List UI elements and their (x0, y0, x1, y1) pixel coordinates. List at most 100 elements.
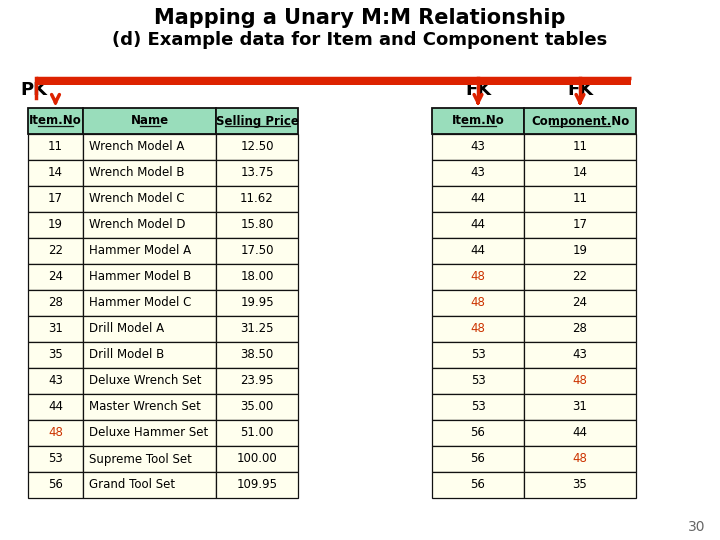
Bar (216, 212, 298, 238)
Bar (28, 108, 83, 134)
Bar (432, 186, 524, 212)
Text: FK: FK (567, 81, 593, 99)
Bar (36, 78, 631, 85)
Text: 44: 44 (470, 219, 485, 232)
Text: 53: 53 (48, 453, 63, 465)
Text: 24: 24 (48, 271, 63, 284)
Text: 109.95: 109.95 (236, 478, 277, 491)
Text: 13.75: 13.75 (240, 166, 274, 179)
Text: 18.00: 18.00 (240, 271, 274, 284)
Text: 31: 31 (572, 401, 588, 414)
Bar (83, 134, 216, 160)
Text: 100.00: 100.00 (237, 453, 277, 465)
Text: Supreme Tool Set: Supreme Tool Set (89, 453, 192, 465)
Text: (d) Example data for Item and Component tables: (d) Example data for Item and Component … (112, 31, 608, 49)
Text: 48: 48 (471, 296, 485, 309)
Bar (432, 290, 524, 316)
Text: 28: 28 (572, 322, 588, 335)
Text: 31.25: 31.25 (240, 322, 274, 335)
Bar (28, 420, 83, 446)
Text: Hammer Model A: Hammer Model A (89, 245, 191, 258)
Text: Item.No: Item.No (451, 114, 505, 127)
Bar (524, 186, 636, 212)
Text: 44: 44 (48, 401, 63, 414)
Text: FK: FK (465, 81, 491, 99)
Text: 56: 56 (471, 453, 485, 465)
Text: 30: 30 (688, 520, 705, 534)
Text: Name: Name (130, 114, 168, 127)
Text: 14: 14 (48, 166, 63, 179)
Text: Wrench Model A: Wrench Model A (89, 140, 184, 153)
Bar (432, 316, 524, 342)
Bar (524, 290, 636, 316)
Text: 22: 22 (48, 245, 63, 258)
Bar (216, 472, 298, 498)
Bar (83, 394, 216, 420)
Bar (216, 368, 298, 394)
Bar (524, 472, 636, 498)
Text: 38.50: 38.50 (240, 348, 274, 361)
Text: 28: 28 (48, 296, 63, 309)
Bar (432, 446, 524, 472)
Bar (83, 316, 216, 342)
Text: 35.00: 35.00 (240, 401, 274, 414)
Bar (83, 420, 216, 446)
Bar (83, 368, 216, 394)
Text: 56: 56 (48, 478, 63, 491)
Bar (432, 420, 524, 446)
Text: 43: 43 (471, 140, 485, 153)
Bar (83, 472, 216, 498)
Text: PK: PK (20, 81, 47, 99)
Text: 22: 22 (572, 271, 588, 284)
Text: 35: 35 (572, 478, 588, 491)
Bar (432, 160, 524, 186)
Text: Hammer Model C: Hammer Model C (89, 296, 192, 309)
Bar (28, 238, 83, 264)
Bar (216, 186, 298, 212)
Bar (216, 394, 298, 420)
Text: 11: 11 (48, 140, 63, 153)
Text: 17.50: 17.50 (240, 245, 274, 258)
Text: 17: 17 (572, 219, 588, 232)
Text: Selling Price: Selling Price (215, 114, 298, 127)
Text: Item.No: Item.No (29, 114, 82, 127)
Text: 31: 31 (48, 322, 63, 335)
Bar (524, 420, 636, 446)
Text: 48: 48 (48, 427, 63, 440)
Text: Component.No: Component.No (531, 114, 629, 127)
Bar (83, 108, 216, 134)
Text: Mapping a Unary M:M Relationship: Mapping a Unary M:M Relationship (154, 8, 566, 28)
Text: Grand Tool Set: Grand Tool Set (89, 478, 175, 491)
Text: 17: 17 (48, 192, 63, 206)
Bar (524, 316, 636, 342)
Text: 11: 11 (572, 140, 588, 153)
Bar (216, 420, 298, 446)
Bar (524, 342, 636, 368)
Text: 19: 19 (48, 219, 63, 232)
Text: 48: 48 (572, 453, 588, 465)
Bar (432, 264, 524, 290)
Bar (432, 342, 524, 368)
Bar (83, 342, 216, 368)
Bar (524, 160, 636, 186)
Bar (28, 264, 83, 290)
Bar (28, 212, 83, 238)
Bar (432, 472, 524, 498)
Text: 43: 43 (572, 348, 588, 361)
Bar (216, 160, 298, 186)
Text: 56: 56 (471, 478, 485, 491)
Text: Deluxe Hammer Set: Deluxe Hammer Set (89, 427, 208, 440)
Bar (216, 342, 298, 368)
Text: Drill Model B: Drill Model B (89, 348, 164, 361)
Bar (216, 446, 298, 472)
Text: 43: 43 (471, 166, 485, 179)
Text: 53: 53 (471, 401, 485, 414)
Bar (28, 160, 83, 186)
Text: 35: 35 (48, 348, 63, 361)
Bar (28, 394, 83, 420)
Bar (432, 108, 524, 134)
Bar (432, 212, 524, 238)
Text: Hammer Model B: Hammer Model B (89, 271, 192, 284)
Text: 15.80: 15.80 (240, 219, 274, 232)
Bar (83, 238, 216, 264)
